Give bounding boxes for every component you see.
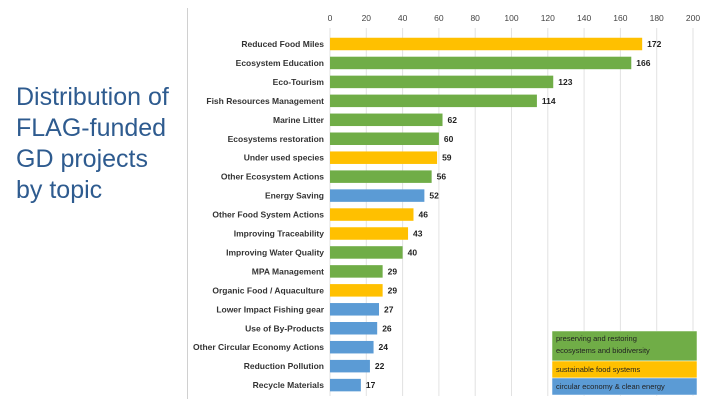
- data-label: 29: [388, 285, 398, 295]
- data-label: 59: [442, 153, 452, 163]
- category-label: Organic Food / Aquaculture: [212, 285, 324, 295]
- bar: [330, 208, 414, 221]
- bar: [330, 246, 403, 259]
- x-tick-label: 40: [398, 13, 408, 23]
- bar: [330, 189, 425, 202]
- x-tick-label: 160: [613, 13, 627, 23]
- legend-label-line: preserving and restoring: [556, 334, 637, 343]
- bar: [330, 227, 409, 240]
- data-label: 60: [444, 134, 454, 144]
- legend-swatch: [551, 330, 698, 362]
- category-label: MPA Management: [252, 266, 324, 276]
- x-tick-label: 180: [650, 13, 664, 23]
- data-label: 46: [418, 210, 428, 220]
- category-label: Lower Impact Fishing gear: [216, 304, 324, 314]
- chart-area: 0 20 40 60 80 100 120 140 160 180 200 Reduced Food …: [187, 8, 704, 399]
- x-tick-label: 140: [577, 13, 591, 23]
- data-label: 166: [636, 58, 650, 68]
- category-label: Recycle Materials: [253, 380, 325, 390]
- category-label: Under used species: [244, 153, 325, 163]
- legend-label: preserving and restoring ecosystems and b…: [556, 334, 650, 355]
- data-label: 22: [375, 361, 385, 371]
- x-tick-label: 120: [541, 13, 555, 23]
- x-tick-label: 0: [328, 13, 333, 23]
- category-label: Other Food System Actions: [212, 210, 324, 220]
- data-label: 62: [448, 115, 458, 125]
- legend-label: sustainable food systems: [556, 365, 640, 374]
- category-label: Energy Saving: [265, 191, 324, 201]
- data-label: 26: [382, 323, 392, 333]
- bar: [330, 284, 383, 297]
- bar: [330, 378, 361, 392]
- bar: [330, 94, 537, 108]
- bar: [330, 75, 554, 89]
- data-label: 17: [366, 380, 376, 390]
- slide-title: Distribution of FLAG-funded GD projects …: [16, 83, 169, 204]
- data-label: 56: [437, 172, 447, 182]
- category-label: Other Ecosystem Actions: [221, 172, 324, 182]
- bar: [330, 113, 443, 127]
- bar: [330, 56, 632, 70]
- legend-label: circular economy & clean energy: [556, 382, 665, 391]
- bar: [330, 170, 432, 183]
- category-label: Use of By-Products: [245, 323, 324, 333]
- category-label: Ecosystems restoration: [228, 134, 324, 144]
- category-label: Reduction Pollution: [244, 361, 324, 371]
- data-label: 114: [542, 96, 556, 106]
- category-label: Improving Water Quality: [226, 247, 324, 257]
- legend-label-line: ecosystems and biodiversity: [556, 346, 650, 355]
- category-label: Reduced Food Miles: [241, 39, 324, 49]
- data-label: 40: [408, 247, 418, 257]
- data-label: 52: [429, 191, 439, 201]
- category-label: Marine Litter: [273, 115, 325, 125]
- bar: [330, 151, 438, 164]
- bar-chart: 0 20 40 60 80 100 120 140 160 180 200 Reduced Food …: [193, 13, 700, 396]
- bar: [330, 132, 439, 145]
- category-label: Ecosystem Education: [236, 58, 324, 68]
- bar: [330, 303, 380, 316]
- x-tick-label: 60: [434, 13, 444, 23]
- data-label: 24: [379, 342, 389, 352]
- category-label: Fish Resources Management: [206, 96, 324, 106]
- bar: [330, 322, 378, 335]
- category-label: Eco-Tourism: [273, 77, 325, 87]
- bar: [330, 265, 383, 278]
- legend-swatch: [551, 377, 698, 396]
- bar: [330, 359, 370, 373]
- data-label: 172: [647, 39, 661, 49]
- data-label: 29: [388, 266, 398, 276]
- bar: [330, 340, 374, 354]
- data-label: 27: [384, 304, 394, 314]
- x-tick-label: 100: [504, 13, 518, 23]
- x-tick-label: 80: [470, 13, 480, 23]
- data-label: 43: [413, 229, 423, 239]
- x-tick-label: 200: [686, 13, 700, 23]
- x-tick-label: 20: [362, 13, 372, 23]
- data-label: 123: [558, 77, 572, 87]
- category-label: Other Circular Economy Actions: [193, 342, 324, 352]
- bar: [330, 37, 643, 51]
- category-label: Improving Traceability: [234, 229, 324, 239]
